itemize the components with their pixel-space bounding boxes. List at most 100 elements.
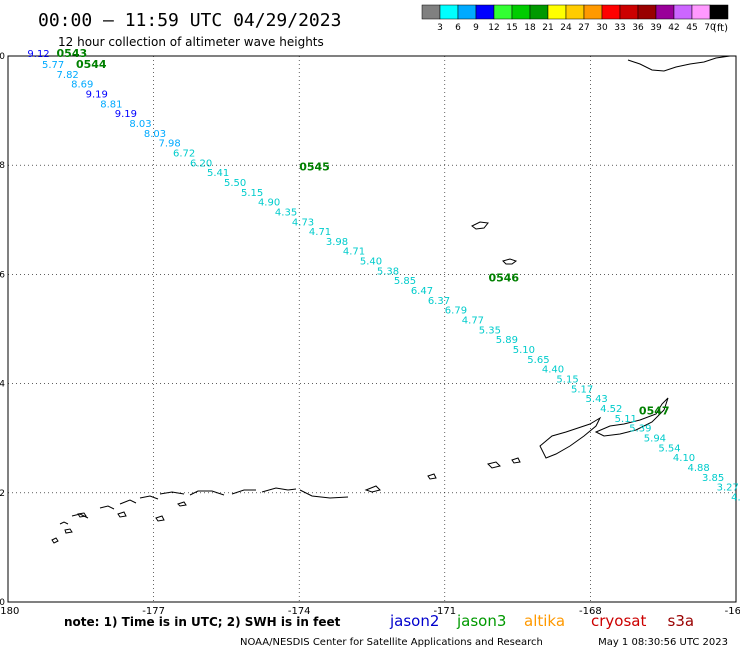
wave-height-point: 3.27 — [717, 483, 739, 494]
pass-time-label: 0544 — [76, 58, 107, 71]
footer-credit: NOAA/NESDIS Center for Satellite Applica… — [240, 637, 543, 648]
colorbar-swatch — [637, 4, 657, 20]
colorbar-swatch — [655, 4, 675, 20]
colorbar-swatch — [601, 4, 621, 20]
legend-jason3: jason3 — [456, 612, 506, 630]
amchitka-islands — [51, 501, 187, 544]
colorbar-tick-label: 30 — [596, 23, 608, 33]
lat-tick-label: 54 — [0, 380, 5, 390]
colorbar-swatch — [691, 4, 711, 20]
wave-height-point: 5.38 — [377, 266, 399, 277]
lat-tick-label: 50 — [0, 598, 5, 608]
colorbar-tick-label: 36 — [632, 23, 644, 33]
figure-subtitle: 12 hour collection of altimeter wave hei… — [58, 35, 324, 49]
wave-height-point: 8.81 — [100, 99, 122, 110]
legend-jason2: jason2 — [389, 612, 439, 630]
colorbar-tick-label: 12 — [488, 23, 499, 33]
lon-tick-label: -174 — [288, 606, 311, 617]
legend-s3a: s3a — [668, 612, 695, 630]
wave-height-point: 4.77 — [462, 316, 484, 327]
wave-height-point: 6.37 — [428, 296, 450, 307]
colorbar-swatch — [709, 4, 729, 20]
wave-height-point: 5.11 — [615, 414, 637, 425]
wave-height-point: 5.15 — [556, 375, 578, 386]
lat-tick-label: 60 — [0, 52, 5, 62]
colorbar-swatch — [511, 4, 531, 20]
colorbar-tick-label: 18 — [524, 23, 536, 33]
wave-height-point: 8.03 — [144, 129, 166, 140]
alaska-mainland-coast — [627, 55, 731, 72]
wave-height-point: 5.54 — [658, 443, 680, 454]
colorbar-tick-label: 3 — [437, 23, 443, 33]
lon-tick-label: -177 — [142, 606, 165, 617]
wave-height-point: 4.40 — [542, 365, 564, 376]
colorbar-tick-label: 6 — [455, 23, 461, 33]
pass-time-label: 0545 — [299, 161, 330, 174]
colorbar-swatch — [475, 4, 495, 20]
wave-height-point: 5.39 — [629, 424, 651, 435]
wave-height-point: 4.35 — [275, 207, 297, 218]
wave-height-point: 4.71 — [343, 247, 365, 258]
lon-tick-label: -165 — [725, 606, 740, 617]
wave-height-point: 4.90 — [258, 198, 280, 209]
st-george-island — [502, 258, 518, 265]
lat-tick-label: 56 — [0, 270, 5, 280]
figure-title: 00:00 – 11:59 UTC 04/29/2023 — [38, 10, 341, 31]
colorbar-swatch — [673, 4, 693, 20]
wave-height-point: 5.65 — [527, 355, 549, 366]
wave-height-point: 8.69 — [71, 80, 93, 91]
wave-height-point: 3.98 — [326, 237, 348, 248]
colorbar-swatch — [583, 4, 603, 20]
alaska-peninsula-tip — [594, 397, 669, 437]
map-frame — [7, 55, 737, 603]
colorbar-swatch — [565, 4, 585, 20]
colorbar-unit-label: (ft) — [713, 23, 728, 34]
wave-height-point: 5.43 — [586, 394, 608, 405]
wave-height-point: 5.89 — [496, 335, 518, 346]
st-paul-island — [471, 221, 489, 230]
wave-height-point: 5.35 — [479, 325, 501, 336]
wave-height-point: 5.50 — [224, 178, 246, 189]
legend-cryosat: cryosat — [591, 612, 646, 630]
wave-height-point: 4.88 — [687, 463, 709, 474]
coastlines — [51, 55, 731, 544]
map-gridlines: -180 -177 -174 -171 -168 -165 50 52 54 56 58 60 — [0, 52, 740, 617]
altimeter-track: 9.125.777.828.699.198.819.198.038.037.98… — [27, 47, 740, 503]
footer-note: note: 1) Time is in UTC; 2) SWH is in fe… — [64, 615, 341, 629]
colorbar-swatch — [457, 4, 477, 20]
colorbar-tick-label: 42 — [668, 23, 679, 33]
wave-height-point: 5.15 — [241, 188, 263, 199]
wave-height-point: 6.20 — [190, 158, 212, 169]
unalaska-island — [539, 416, 602, 459]
wave-height-point: 7.82 — [57, 70, 79, 81]
wave-height-point: 5.85 — [394, 276, 416, 287]
wave-height-point: 4.87 — [731, 492, 740, 503]
colorbar-tick-label: 24 — [560, 23, 572, 33]
wave-height-point: 6.72 — [173, 148, 195, 159]
colorbar-tick-label: 39 — [650, 23, 662, 33]
colorbar-tick-label: 9 — [473, 23, 479, 33]
wave-height-point: 4.10 — [673, 453, 695, 464]
colorbar-tick-label: 33 — [614, 23, 625, 33]
colorbar-swatch — [529, 4, 549, 20]
wave-height-point: 5.17 — [571, 384, 593, 395]
footer-generated-time: May 1 08:30:56 UTC 2023 — [598, 637, 728, 648]
colorbar-tick-label: 70 — [704, 23, 716, 33]
lon-tick-label: -168 — [579, 606, 602, 617]
colorbar-swatch — [547, 4, 567, 20]
lat-tick-label: 52 — [0, 489, 5, 499]
satellite-legend: jason2 jason3 altika cryosat s3a — [389, 612, 694, 630]
wave-height-point: 9.19 — [115, 109, 137, 120]
wave-height-colorbar: 3 6 9 12 15 18 21 24 27 30 33 36 39 42 45 70 — [421, 4, 729, 33]
lon-tick-label: -180 — [0, 606, 19, 617]
wave-height-point: 6.47 — [411, 286, 433, 297]
wave-height-point: 9.12 — [27, 49, 49, 60]
wave-height-point: 5.77 — [42, 60, 64, 71]
wave-height-point: 5.41 — [207, 168, 229, 179]
lat-tick-label: 58 — [0, 161, 5, 171]
colorbar-tick-label: 45 — [686, 23, 697, 33]
wave-height-point: 9.19 — [86, 89, 108, 100]
pass-time-label: 0543 — [57, 47, 88, 60]
colorbar-swatch — [421, 4, 441, 20]
